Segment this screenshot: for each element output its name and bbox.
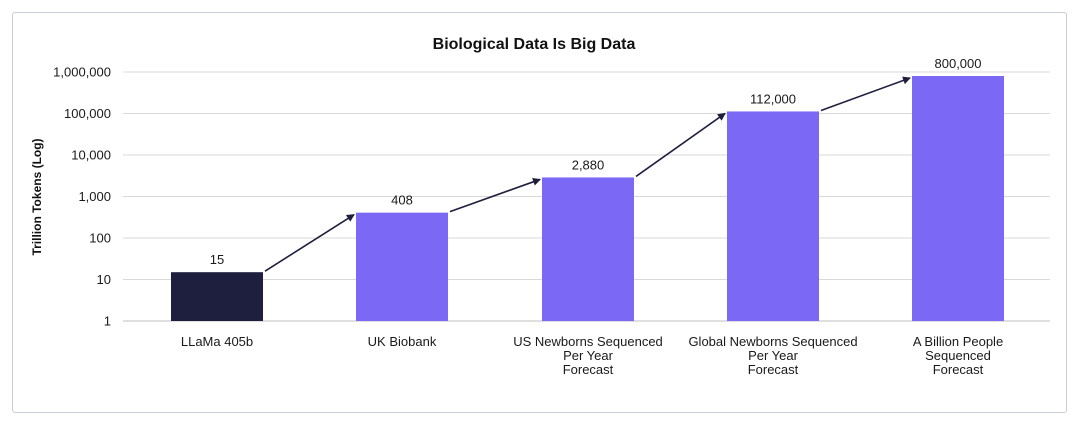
y-tick-label: 1,000,000 [53,65,111,80]
chart-title: Biological Data Is Big Data [433,36,636,53]
category-label-line: A Billion People [913,334,1003,349]
data-label: 800,000 [935,56,982,71]
bars [171,76,1004,322]
trend-arrows [264,76,911,272]
category-label-line: Forecast [933,362,984,377]
trend-arrow [449,178,541,213]
bar [356,212,448,321]
data-label: 408 [391,193,413,208]
trend-arrow [264,213,355,272]
bar [912,76,1004,322]
category-label-line: Per Year [748,348,799,363]
y-tick-label: 10 [97,272,111,287]
category-labels: LLaMa 405b UK Biobank US Newborns Sequence… [181,334,1003,377]
category-label-line: UK Biobank [368,334,437,349]
y-tick-label: 1 [104,314,111,329]
data-label: 2,880 [572,157,605,172]
category-label-line: LLaMa 405b [181,334,253,349]
category-label-line: Forecast [748,362,799,377]
bar [727,111,819,321]
bar [171,272,263,321]
y-tick-label: 100 [89,231,111,246]
chart-frame [12,12,1067,413]
data-label: 15 [210,252,224,267]
category-label-line: Forecast [563,362,614,377]
trend-arrow [635,112,726,178]
y-axis-label: Trillion Tokens (Log) [30,138,44,255]
data-labels: 15 408 2,880 112,000 800,000 [210,56,982,267]
data-label: 112,000 [750,91,796,106]
y-tick-label: 10,000 [71,148,111,163]
trend-arrow [820,76,911,112]
category-label: LLaMa 405b [181,334,253,349]
category-label-line: Global Newborns Sequenced [688,334,857,349]
y-tick-label: 1,000 [78,189,111,204]
y-tick-label: 100,000 [64,106,111,121]
y-tick-labels: 1 10 100 1,000 10,000 100,000 1,000,000 [53,65,111,329]
category-label: UK Biobank [368,334,437,349]
category-label-line: Per Year [563,348,614,363]
gridlines [123,71,1050,322]
bar [542,177,634,321]
category-label-line: US Newborns Sequenced [513,334,663,349]
category-label-line: Sequenced [925,348,991,363]
